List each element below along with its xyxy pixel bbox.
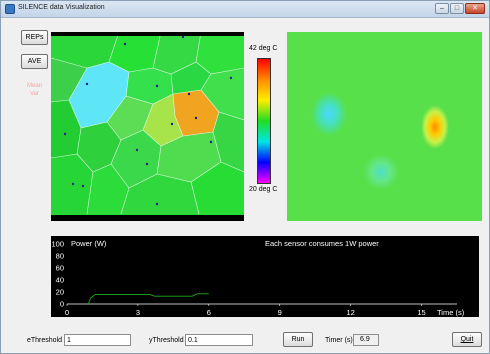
x-tick-label: 9 (278, 308, 282, 317)
voronoi-cell (213, 112, 244, 172)
window-title: SILENCE data Visualization (18, 4, 105, 11)
voronoi-cell (77, 122, 121, 172)
voronoi-cell (51, 32, 119, 68)
minimize-button[interactable]: – (435, 3, 449, 14)
sensor-marker (181, 35, 185, 39)
reps-button[interactable]: REPs (21, 30, 48, 45)
voronoi-cell (109, 32, 161, 72)
voronoi-cell (201, 68, 244, 120)
sensor-marker (71, 182, 75, 186)
y-tick-label: 20 (56, 288, 64, 297)
timer-value: 6.9 (353, 334, 379, 346)
sensor-marker (81, 184, 85, 188)
voronoi-cell (111, 130, 161, 188)
sensor-voronoi-map (51, 32, 244, 221)
voronoi-cell (191, 162, 244, 214)
sensor-marker (187, 92, 191, 96)
voronoi-cell (51, 100, 81, 158)
maximize-button[interactable]: □ (450, 3, 464, 14)
timer-label: Timer (s) (325, 337, 353, 344)
voronoi-cell (107, 96, 153, 140)
sensor-marker (155, 202, 159, 206)
y-tick-label: 60 (56, 264, 64, 273)
plot-annotation: Each sensor consumes 1W power (265, 239, 379, 248)
sensor-marker (63, 132, 67, 136)
x-tick-label: 6 (207, 308, 211, 317)
power-series-line (87, 293, 209, 305)
x-tick-label: 0 (65, 308, 69, 317)
sensor-marker (229, 76, 233, 80)
window-controls: – □ ✕ (435, 3, 485, 15)
voronoi-cell (87, 164, 129, 214)
sensor-marker (85, 82, 89, 86)
app-icon (5, 4, 15, 14)
x-tick-label: 3 (136, 308, 140, 317)
power-plot: 0 20 40 60 80 100 0 3 6 9 12 15 Power (W) Each sen… (51, 236, 479, 317)
y-tick-label: 80 (56, 252, 64, 261)
voronoi-cell (196, 32, 244, 74)
voronoi-cell (121, 174, 199, 214)
temperature-heatmap (287, 32, 482, 221)
sensor-marker (170, 122, 174, 126)
colorbar-max-label: 42 deg C (249, 45, 278, 52)
close-button[interactable]: ✕ (465, 3, 485, 14)
voronoi-cell (173, 90, 219, 136)
quit-button[interactable]: Quit (452, 332, 482, 347)
voronoi-cell (153, 32, 201, 74)
y-tick-label: 100 (51, 240, 64, 249)
sensor-marker (123, 42, 127, 46)
power-chart: 0 20 40 60 80 100 0 3 6 9 12 15 Power (W) Each sen… (51, 239, 465, 317)
ave-button[interactable]: AVE (21, 54, 48, 69)
e-threshold-input[interactable] (64, 334, 131, 346)
voronoi-cell (143, 94, 183, 146)
voronoi-cell (171, 62, 211, 94)
colorbar-min-label: 20 deg C (249, 186, 278, 193)
y-tick-label: 40 (56, 276, 64, 285)
sensor-marker (145, 162, 149, 166)
x-axis-label: Time (s) (437, 308, 465, 317)
run-button[interactable]: Run (283, 332, 313, 347)
mean-var-button[interactable]: Mean Var (26, 83, 42, 97)
y-tick-label: 0 (60, 300, 64, 309)
e-threshold-label: eThreshold (27, 337, 63, 344)
sensor-marker (135, 148, 139, 152)
y-threshold-input[interactable] (185, 334, 253, 346)
voronoi-cell (69, 62, 129, 128)
temperature-colorbar: 42 deg C 20 deg C (248, 45, 282, 195)
sensor-marker (209, 140, 213, 144)
sensor-marker (194, 116, 198, 120)
y-axis-label: Power (W) (71, 239, 107, 248)
voronoi-cell (126, 68, 173, 104)
y-threshold-label: yThreshold (149, 337, 184, 344)
voronoi-diagram (51, 32, 244, 221)
x-tick-label: 12 (346, 308, 354, 317)
colorbar-gradient (257, 58, 271, 184)
voronoi-cell (51, 58, 87, 102)
title-bar: SILENCE data Visualization – □ ✕ (1, 1, 489, 18)
voronoi-cell (157, 132, 221, 182)
sensor-marker (155, 84, 159, 88)
x-tick-label: 15 (417, 308, 425, 317)
